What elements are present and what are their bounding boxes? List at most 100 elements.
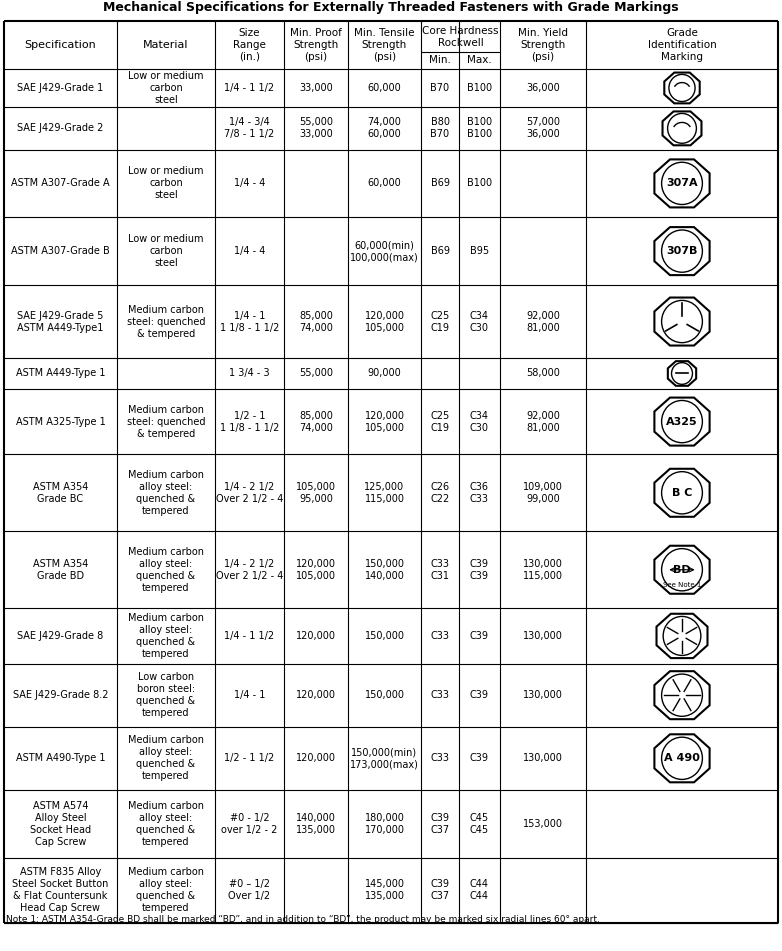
- Text: 120,000
105,000: 120,000 105,000: [296, 559, 336, 581]
- Text: 1/4 - 1
1 1/8 - 1 1/2: 1/4 - 1 1 1/8 - 1 1/2: [220, 311, 279, 333]
- Text: C34
C30: C34 C30: [470, 311, 489, 333]
- Text: 1/4 - 4: 1/4 - 4: [234, 179, 265, 188]
- Text: SAE J429-Grade 5
ASTM A449-Type1: SAE J429-Grade 5 ASTM A449-Type1: [17, 311, 104, 333]
- Text: 92,000
81,000: 92,000 81,000: [526, 411, 560, 433]
- Text: C39
C39: C39 C39: [470, 559, 489, 581]
- Text: 307B: 307B: [666, 246, 698, 256]
- Text: 105,000
95,000: 105,000 95,000: [296, 482, 336, 504]
- Text: Max.: Max.: [467, 55, 492, 66]
- Text: ASTM A354
Grade BC: ASTM A354 Grade BC: [33, 482, 88, 504]
- Text: 1/4 - 3/4
7/8 - 1 1/2: 1/4 - 3/4 7/8 - 1 1/2: [224, 117, 274, 140]
- Text: C33: C33: [431, 690, 450, 700]
- Text: ASTM A354
Grade BD: ASTM A354 Grade BD: [33, 559, 88, 581]
- Text: 1 3/4 - 3: 1 3/4 - 3: [229, 368, 270, 378]
- Text: Core Hardness
Rockwell: Core Hardness Rockwell: [422, 26, 499, 48]
- Text: 130,000
115,000: 130,000 115,000: [523, 559, 563, 581]
- Text: C25
C19: C25 C19: [430, 411, 450, 433]
- Text: 74,000
60,000: 74,000 60,000: [368, 117, 401, 140]
- Text: C25
C19: C25 C19: [430, 311, 450, 333]
- Text: 33,000: 33,000: [300, 83, 333, 93]
- Text: Low or medium
carbon
steel: Low or medium carbon steel: [128, 234, 204, 268]
- Text: 180,000
170,000: 180,000 170,000: [364, 813, 404, 835]
- Text: 120,000: 120,000: [296, 690, 336, 700]
- Text: 85,000
74,000: 85,000 74,000: [299, 311, 333, 333]
- Text: Low or medium
carbon
steel: Low or medium carbon steel: [128, 166, 204, 201]
- Text: 153,000: 153,000: [523, 819, 563, 828]
- Text: 130,000: 130,000: [523, 753, 563, 764]
- Text: Mechanical Specifications for Externally Threaded Fasteners with Grade Markings: Mechanical Specifications for Externally…: [103, 1, 679, 13]
- Text: Note 1: ASTM A354-Grade BD shall be marked “BD”, and in addition to “BD”, the pr: Note 1: ASTM A354-Grade BD shall be mark…: [6, 915, 600, 923]
- Text: C39: C39: [470, 753, 489, 764]
- Text: Min. Proof
Strength
(psi): Min. Proof Strength (psi): [290, 28, 342, 62]
- Text: C36
C33: C36 C33: [470, 482, 489, 504]
- Text: Size
Range
(in.): Size Range (in.): [233, 28, 266, 62]
- Text: C33
C31: C33 C31: [431, 559, 450, 581]
- Text: 1/4 - 1: 1/4 - 1: [234, 690, 265, 700]
- Text: 1/2 - 1
1 1/8 - 1 1/2: 1/2 - 1 1 1/8 - 1 1/2: [220, 411, 279, 433]
- Text: Medium carbon
steel: quenched
& tempered: Medium carbon steel: quenched & tempered: [127, 404, 205, 438]
- Text: #0 – 1/2
Over 1/2: #0 – 1/2 Over 1/2: [228, 880, 271, 902]
- Text: 36,000: 36,000: [526, 83, 560, 93]
- Text: ASTM A307-Grade A: ASTM A307-Grade A: [11, 179, 109, 188]
- Text: 145,000
135,000: 145,000 135,000: [364, 880, 404, 902]
- Text: 125,000
115,000: 125,000 115,000: [364, 482, 404, 504]
- Text: B70: B70: [430, 83, 450, 93]
- Text: Min.: Min.: [429, 55, 451, 66]
- Text: 57,000
36,000: 57,000 36,000: [526, 117, 560, 140]
- Text: Min. Yield
Strength
(psi): Min. Yield Strength (psi): [518, 28, 568, 62]
- Text: Min. Tensile
Strength
(psi): Min. Tensile Strength (psi): [354, 28, 414, 62]
- Text: 58,000: 58,000: [526, 368, 560, 378]
- Text: Material: Material: [143, 40, 188, 49]
- Text: B100: B100: [467, 179, 492, 188]
- Text: B80
B70: B80 B70: [430, 117, 450, 140]
- Text: ASTM A307-Grade B: ASTM A307-Grade B: [11, 246, 110, 256]
- Text: C33: C33: [431, 753, 450, 764]
- Text: B69: B69: [431, 246, 450, 256]
- Text: C34
C30: C34 C30: [470, 411, 489, 433]
- Text: Medium carbon
alloy steel:
quenched &
tempered: Medium carbon alloy steel: quenched & te…: [128, 613, 204, 659]
- Text: Grade
Identification
Marking: Grade Identification Marking: [647, 28, 716, 62]
- Text: 90,000: 90,000: [368, 368, 401, 378]
- Text: 120,000
105,000: 120,000 105,000: [364, 311, 404, 333]
- Text: C44
C44: C44 C44: [470, 880, 489, 902]
- Text: SAE J429-Grade 8.2: SAE J429-Grade 8.2: [13, 690, 108, 700]
- Text: 130,000: 130,000: [523, 631, 563, 641]
- Text: 150,000: 150,000: [364, 631, 404, 641]
- Text: A 490: A 490: [664, 753, 700, 764]
- Text: B95: B95: [470, 246, 489, 256]
- Text: 1/4 - 1 1/2: 1/4 - 1 1/2: [224, 631, 274, 641]
- Text: B100: B100: [467, 83, 492, 93]
- Text: Low carbon
boron steel:
quenched &
tempered: Low carbon boron steel: quenched & tempe…: [136, 672, 196, 718]
- Text: B69: B69: [431, 179, 450, 188]
- Text: SAE J429-Grade 2: SAE J429-Grade 2: [17, 124, 104, 133]
- Text: BD: BD: [673, 565, 691, 574]
- Text: 1/2 - 1 1/2: 1/2 - 1 1/2: [224, 753, 274, 764]
- Text: Low or medium
carbon
steel: Low or medium carbon steel: [128, 71, 204, 105]
- Text: C39
C37: C39 C37: [430, 880, 450, 902]
- Text: ASTM F835 Alloy
Steel Socket Button
& Flat Countersunk
Head Cap Screw: ASTM F835 Alloy Steel Socket Button & Fl…: [13, 867, 109, 913]
- Text: 1/4 - 4: 1/4 - 4: [234, 246, 265, 256]
- Text: B100
B100: B100 B100: [467, 117, 492, 140]
- Text: 150,000: 150,000: [364, 690, 404, 700]
- Text: ASTM A574
Alloy Steel
Socket Head
Cap Screw: ASTM A574 Alloy Steel Socket Head Cap Sc…: [30, 801, 91, 846]
- Text: A325: A325: [666, 417, 698, 427]
- Text: 120,000: 120,000: [296, 753, 336, 764]
- Text: C39: C39: [470, 690, 489, 700]
- Text: 307A: 307A: [666, 179, 698, 188]
- Text: Medium carbon
alloy steel:
quenched &
tempered: Medium carbon alloy steel: quenched & te…: [128, 801, 204, 846]
- Text: 85,000
74,000: 85,000 74,000: [299, 411, 333, 433]
- Text: 60,000: 60,000: [368, 179, 401, 188]
- Text: 1/4 - 2 1/2
Over 2 1/2 - 4: 1/4 - 2 1/2 Over 2 1/2 - 4: [216, 482, 283, 504]
- Text: Medium carbon
steel: quenched
& tempered: Medium carbon steel: quenched & tempered: [127, 304, 205, 339]
- Text: 130,000: 130,000: [523, 690, 563, 700]
- Text: B C: B C: [672, 488, 692, 497]
- Text: #0 - 1/2
over 1/2 - 2: #0 - 1/2 over 1/2 - 2: [221, 813, 278, 835]
- Text: Medium carbon
alloy steel:
quenched &
tempered: Medium carbon alloy steel: quenched & te…: [128, 547, 204, 592]
- Text: 92,000
81,000: 92,000 81,000: [526, 311, 560, 333]
- Text: C45
C45: C45 C45: [470, 813, 489, 835]
- Text: SAE J429-Grade 1: SAE J429-Grade 1: [17, 83, 104, 93]
- Text: 150,000(min)
173,000(max): 150,000(min) 173,000(max): [350, 747, 419, 769]
- Text: Medium carbon
alloy steel:
quenched &
tempered: Medium carbon alloy steel: quenched & te…: [128, 735, 204, 782]
- Text: 120,000
105,000: 120,000 105,000: [364, 411, 404, 433]
- Text: 109,000
99,000: 109,000 99,000: [523, 482, 563, 504]
